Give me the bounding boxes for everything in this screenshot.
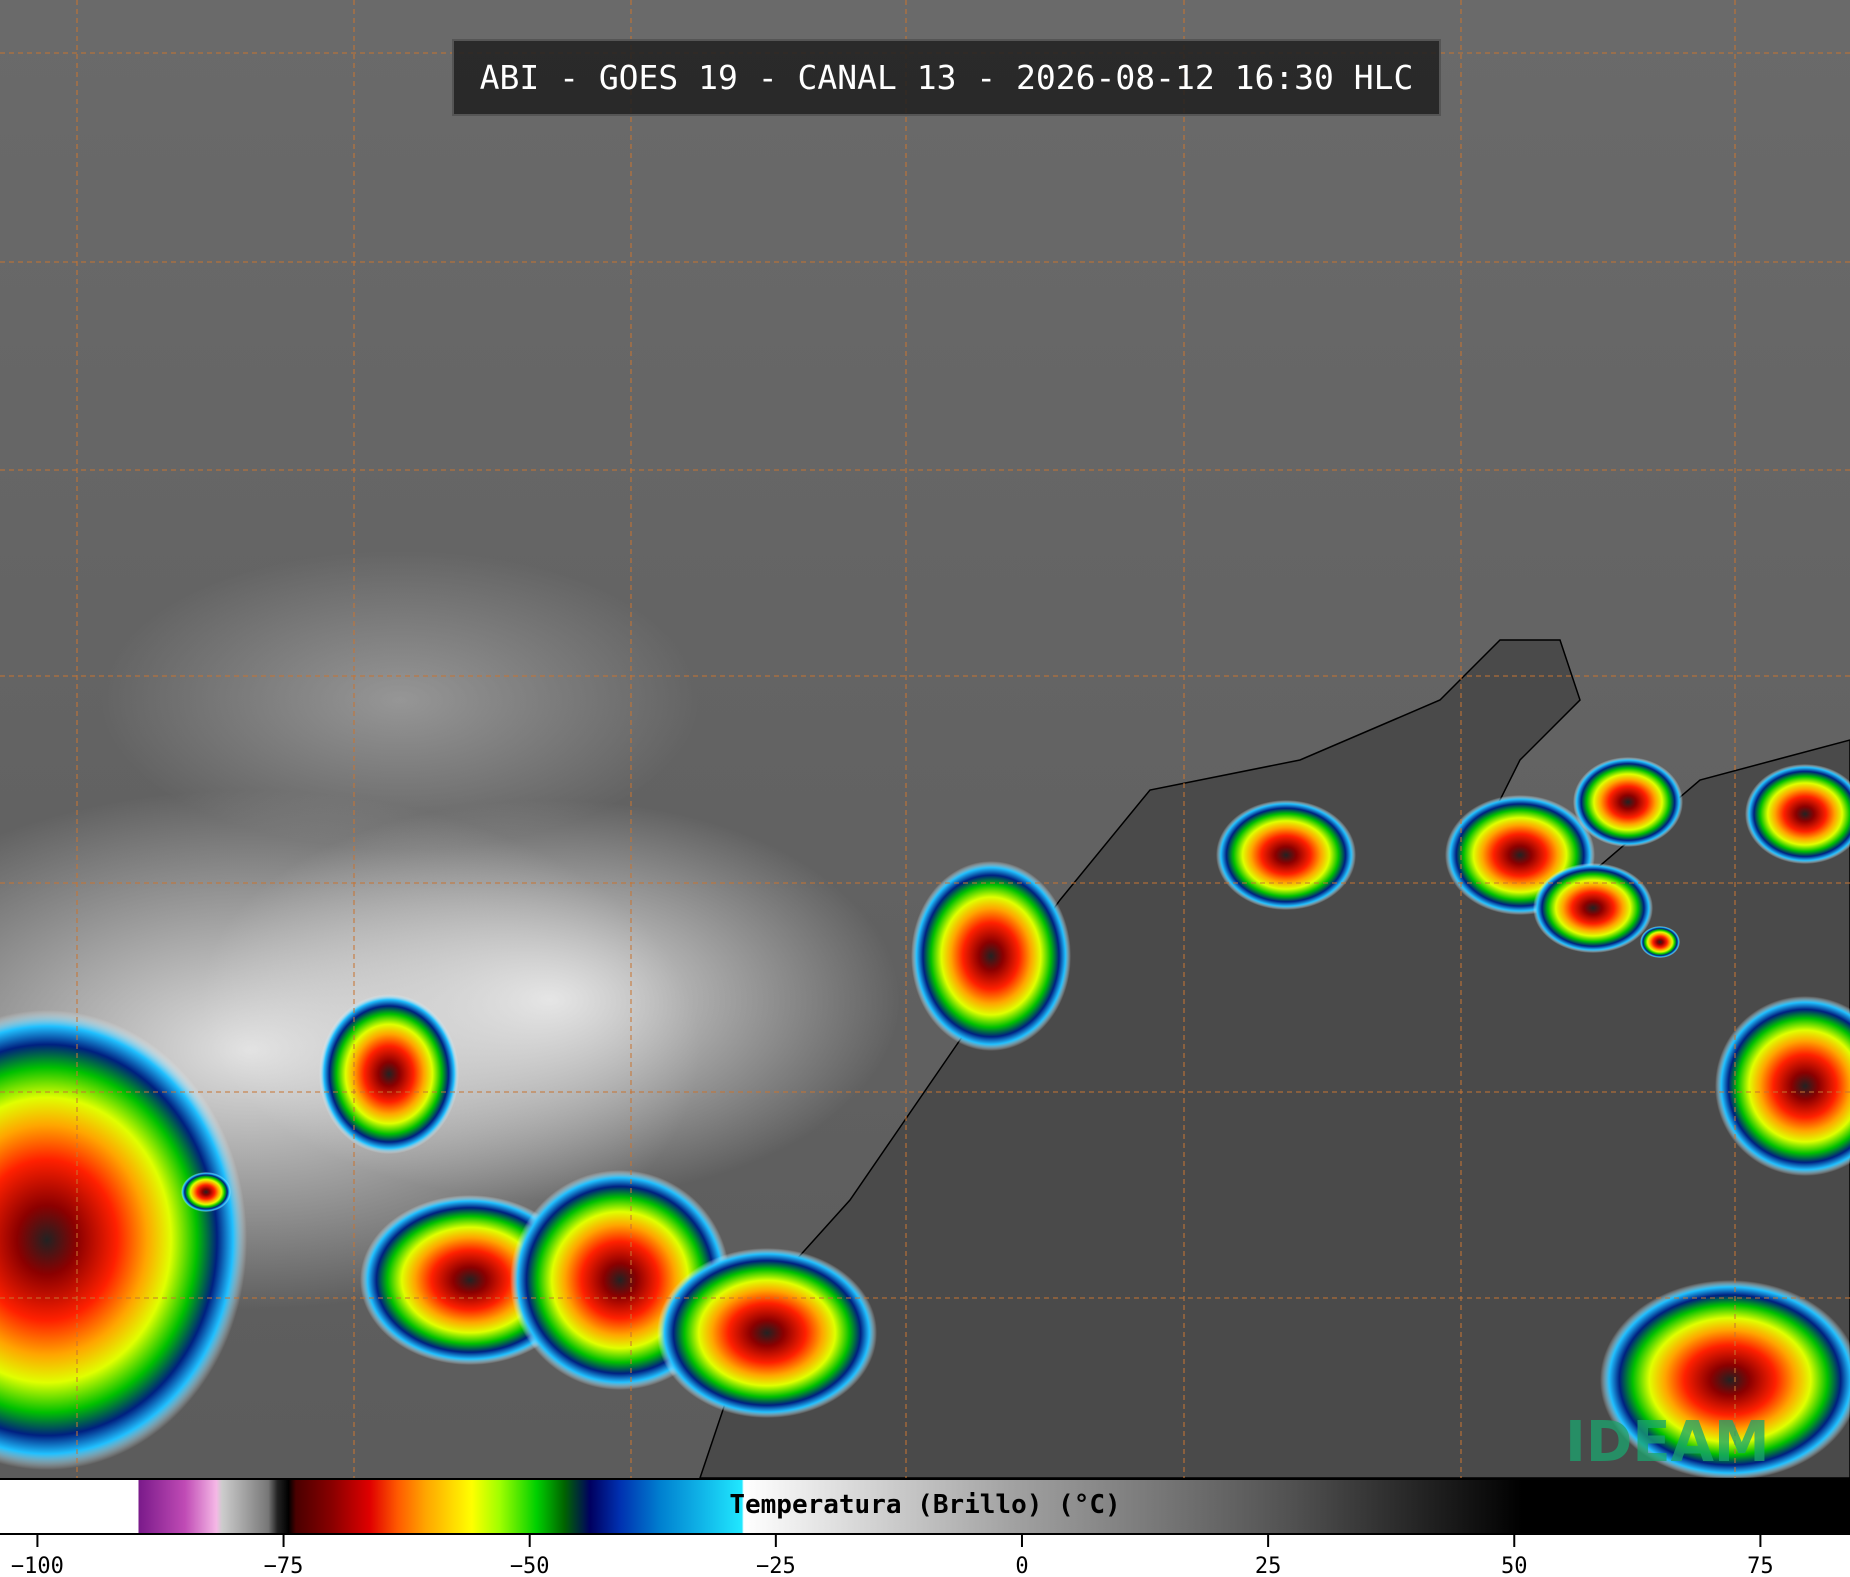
graticule — [0, 0, 1850, 1478]
title: ABI - GOES 19 - CANAL 13 - 2026-08-12 16… — [452, 39, 1441, 116]
colorbar-tick-label: −25 — [756, 1554, 796, 1577]
colorbar — [0, 1478, 1850, 1535]
colorbar-tick-label: −75 — [264, 1554, 304, 1577]
colorbar-axis: −100 −75 −50 −25 0 25 50 75 — [11, 1535, 1774, 1577]
colorbar-tick-label: −50 — [510, 1554, 550, 1577]
colorbar-label: Temperatura (Brillo) (°C) — [729, 1490, 1121, 1520]
colorbar-tick-label: −100 — [11, 1554, 64, 1577]
colorbar-tick-label: 25 — [1255, 1554, 1282, 1577]
colorbar-tick-label: 75 — [1747, 1554, 1774, 1577]
colorbar-tick-label: 50 — [1501, 1554, 1528, 1577]
logo: IDEAM — [1565, 1410, 1770, 1475]
colorbar-tick-label: 0 — [1015, 1554, 1028, 1577]
